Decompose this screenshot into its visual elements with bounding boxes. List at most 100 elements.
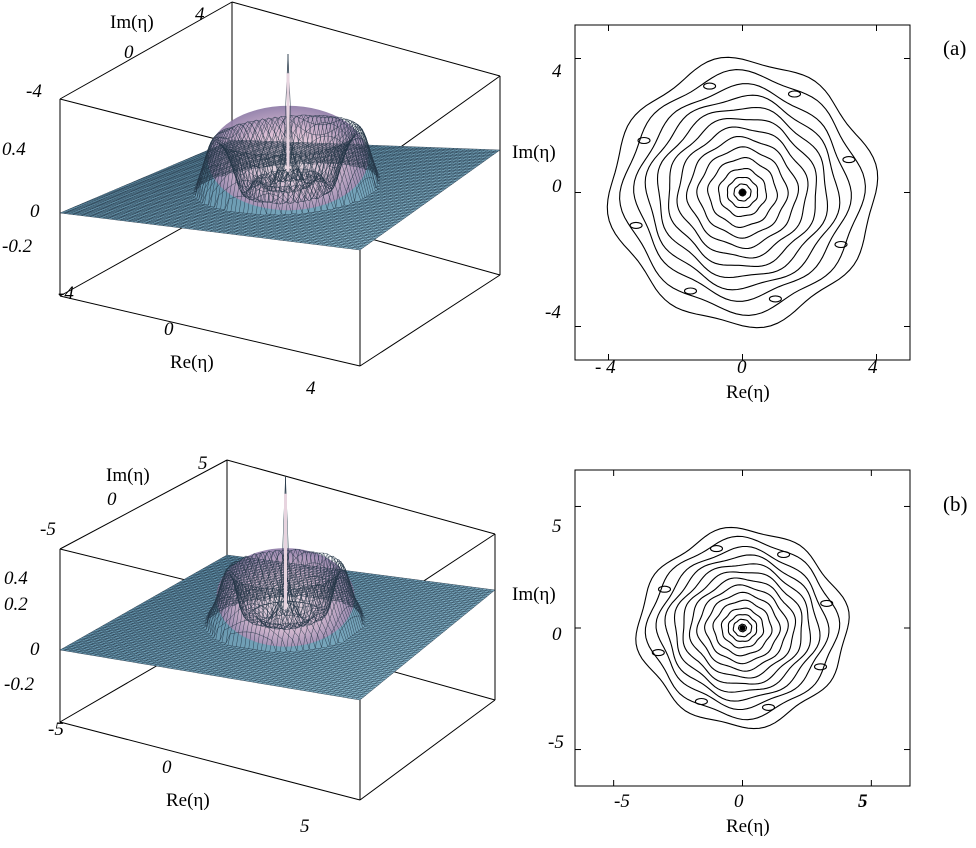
box-a-edge-0	[231, 1, 501, 77]
panel-label-a: (a)	[943, 36, 966, 60]
panel-label-b: (b)	[943, 492, 968, 516]
contour-a-xtick-0: - 4	[595, 357, 616, 378]
contour-a-island-6	[768, 295, 782, 303]
surface-a-ylabel: Im(η)	[110, 12, 154, 33]
contour-a-ytick-mid: 0	[552, 176, 562, 197]
contour-b-island-2	[709, 545, 724, 553]
contour-b-ytick-bottom: -5	[548, 732, 564, 753]
surface-mesh-b	[59, 476, 496, 701]
surface-a-ztick-1: 0	[30, 201, 40, 222]
box-b-edge-6	[59, 721, 361, 801]
contour-b-island-3	[657, 585, 672, 593]
contour-a-island-5	[683, 287, 698, 295]
contour-a-lines	[606, 56, 879, 329]
contour-a-level-2	[633, 83, 852, 302]
box-a-edge-6	[59, 295, 361, 367]
surface-b-ztick-3: -0.2	[4, 674, 35, 695]
contour-b-center	[739, 625, 746, 631]
contour-a-level-0	[606, 56, 879, 329]
contour-a-ytick-bottom: -4	[545, 302, 561, 323]
surface-a-ytick-bottom: -4	[26, 81, 42, 102]
box-b-edge-5	[359, 699, 496, 801]
contour-a-level-3	[644, 94, 841, 291]
contour-b-level-3	[664, 554, 821, 702]
contour-a-island-4	[629, 221, 643, 229]
surface-b-ylabel: Im(η)	[106, 465, 150, 486]
contour-a-level-5	[668, 118, 817, 267]
contour-b-island-6	[761, 703, 776, 711]
surface-b-xtick-2: 5	[300, 816, 310, 837]
contour-b-level-2	[655, 545, 830, 711]
contour-b-level-0	[635, 526, 850, 730]
contour-b-level-7	[696, 584, 789, 672]
contour-a-island-3	[637, 136, 651, 145]
contour-b-island-5	[694, 697, 708, 706]
surface-plot-a: Im(η) 4 0 -4 0.4 0 -0.2 -4 0 4 Re(η)	[2, 1, 501, 399]
contour-b-level-13	[737, 623, 748, 633]
contour-a-level-7	[685, 135, 800, 250]
contour-a-island-7	[834, 240, 848, 249]
contour-a-level-4	[656, 106, 829, 279]
contour-b-xtick-1: 0	[734, 791, 744, 812]
surface-a-xlabel: Re(η)	[170, 352, 214, 373]
surface-a-xtick-0: -4	[58, 283, 74, 304]
surface-b-xtick-1: 0	[162, 757, 172, 778]
surface-b-ytick-top: 5	[198, 453, 208, 474]
surface-b-ztick-0: 0.4	[4, 568, 28, 589]
contour-b-xtick-2: 5	[858, 791, 868, 812]
contour-a-level-12	[733, 183, 752, 202]
contour-b-level-8	[704, 591, 781, 665]
surface-b-ztick-2: 0	[30, 639, 40, 660]
contour-b-island-1	[777, 550, 791, 559]
contour-a-level-13	[738, 188, 747, 197]
surface-a-xtick-1: 0	[164, 319, 174, 340]
contour-b-level-11	[727, 614, 758, 642]
contour-a-level-9	[707, 157, 778, 228]
contour-plot-b: Im(η) 5 0 -5 -5 0 5 Re(η)	[512, 469, 911, 837]
contour-b-ticks	[575, 470, 910, 786]
contour-b-island-0	[820, 599, 834, 607]
contour-a-level-11	[726, 176, 759, 209]
contour-a-level-8	[696, 146, 789, 239]
surface-b-ytick-bottom: -5	[40, 519, 56, 540]
contour-a-level-6	[676, 126, 809, 259]
contour-a-xtick-2: 4	[868, 357, 878, 378]
contour-b-level-12	[732, 618, 753, 638]
contour-b-level-10	[720, 607, 765, 649]
contour-b-level-4	[673, 563, 812, 693]
surface-a-ztick-0: 0.4	[2, 139, 26, 160]
contour-a-level-1	[619, 69, 866, 316]
contour-a-xlabel: Re(η)	[726, 382, 770, 403]
surface-a-ytick-mid: 0	[124, 42, 134, 63]
surface-mesh-a	[59, 53, 501, 251]
surface-b-ytick-mid: 0	[107, 489, 117, 510]
contour-plot-a: Im(η) 4 0 -4 - 4 0 4 Re(η)	[512, 24, 911, 403]
contour-b-ytick-top: 5	[552, 516, 562, 537]
contour-a-island-0	[842, 156, 856, 164]
contour-a-ytick-top: 4	[552, 61, 562, 82]
contour-a-island-1	[787, 90, 802, 98]
contour-a-island-2	[703, 82, 717, 90]
box-b-edge-3	[59, 459, 228, 550]
surface-b-xtick-0: -5	[48, 719, 64, 740]
contour-a-level-10	[717, 167, 768, 218]
surface-a-ytick-top: 4	[195, 4, 205, 25]
surface-a-ztick-2: -0.2	[2, 236, 33, 257]
contour-a-xtick-1: 0	[737, 357, 747, 378]
surface-b-xlabel: Re(η)	[166, 790, 210, 811]
box-b-edge-0	[226, 459, 496, 535]
surface-b-grid	[59, 476, 496, 701]
contour-b-island-7	[813, 663, 828, 671]
contour-b-island-4	[651, 649, 665, 657]
box-a-edge-3	[59, 1, 233, 100]
surface-plot-b: Im(η) 5 0 -5 0.4 0.2 0 -0.2 -5 0 5 Re(η)	[4, 453, 496, 837]
contour-b-level-9	[712, 599, 773, 657]
contour-b-xlabel: Re(η)	[726, 816, 770, 837]
contour-b-ylabel: Im(η)	[512, 584, 556, 605]
contour-a-center	[739, 189, 746, 196]
contour-b-level-5	[682, 571, 803, 685]
contour-b-xtick-0: -5	[614, 791, 630, 812]
contour-a-ylabel: Im(η)	[512, 142, 556, 163]
contour-b-lines	[635, 526, 850, 730]
